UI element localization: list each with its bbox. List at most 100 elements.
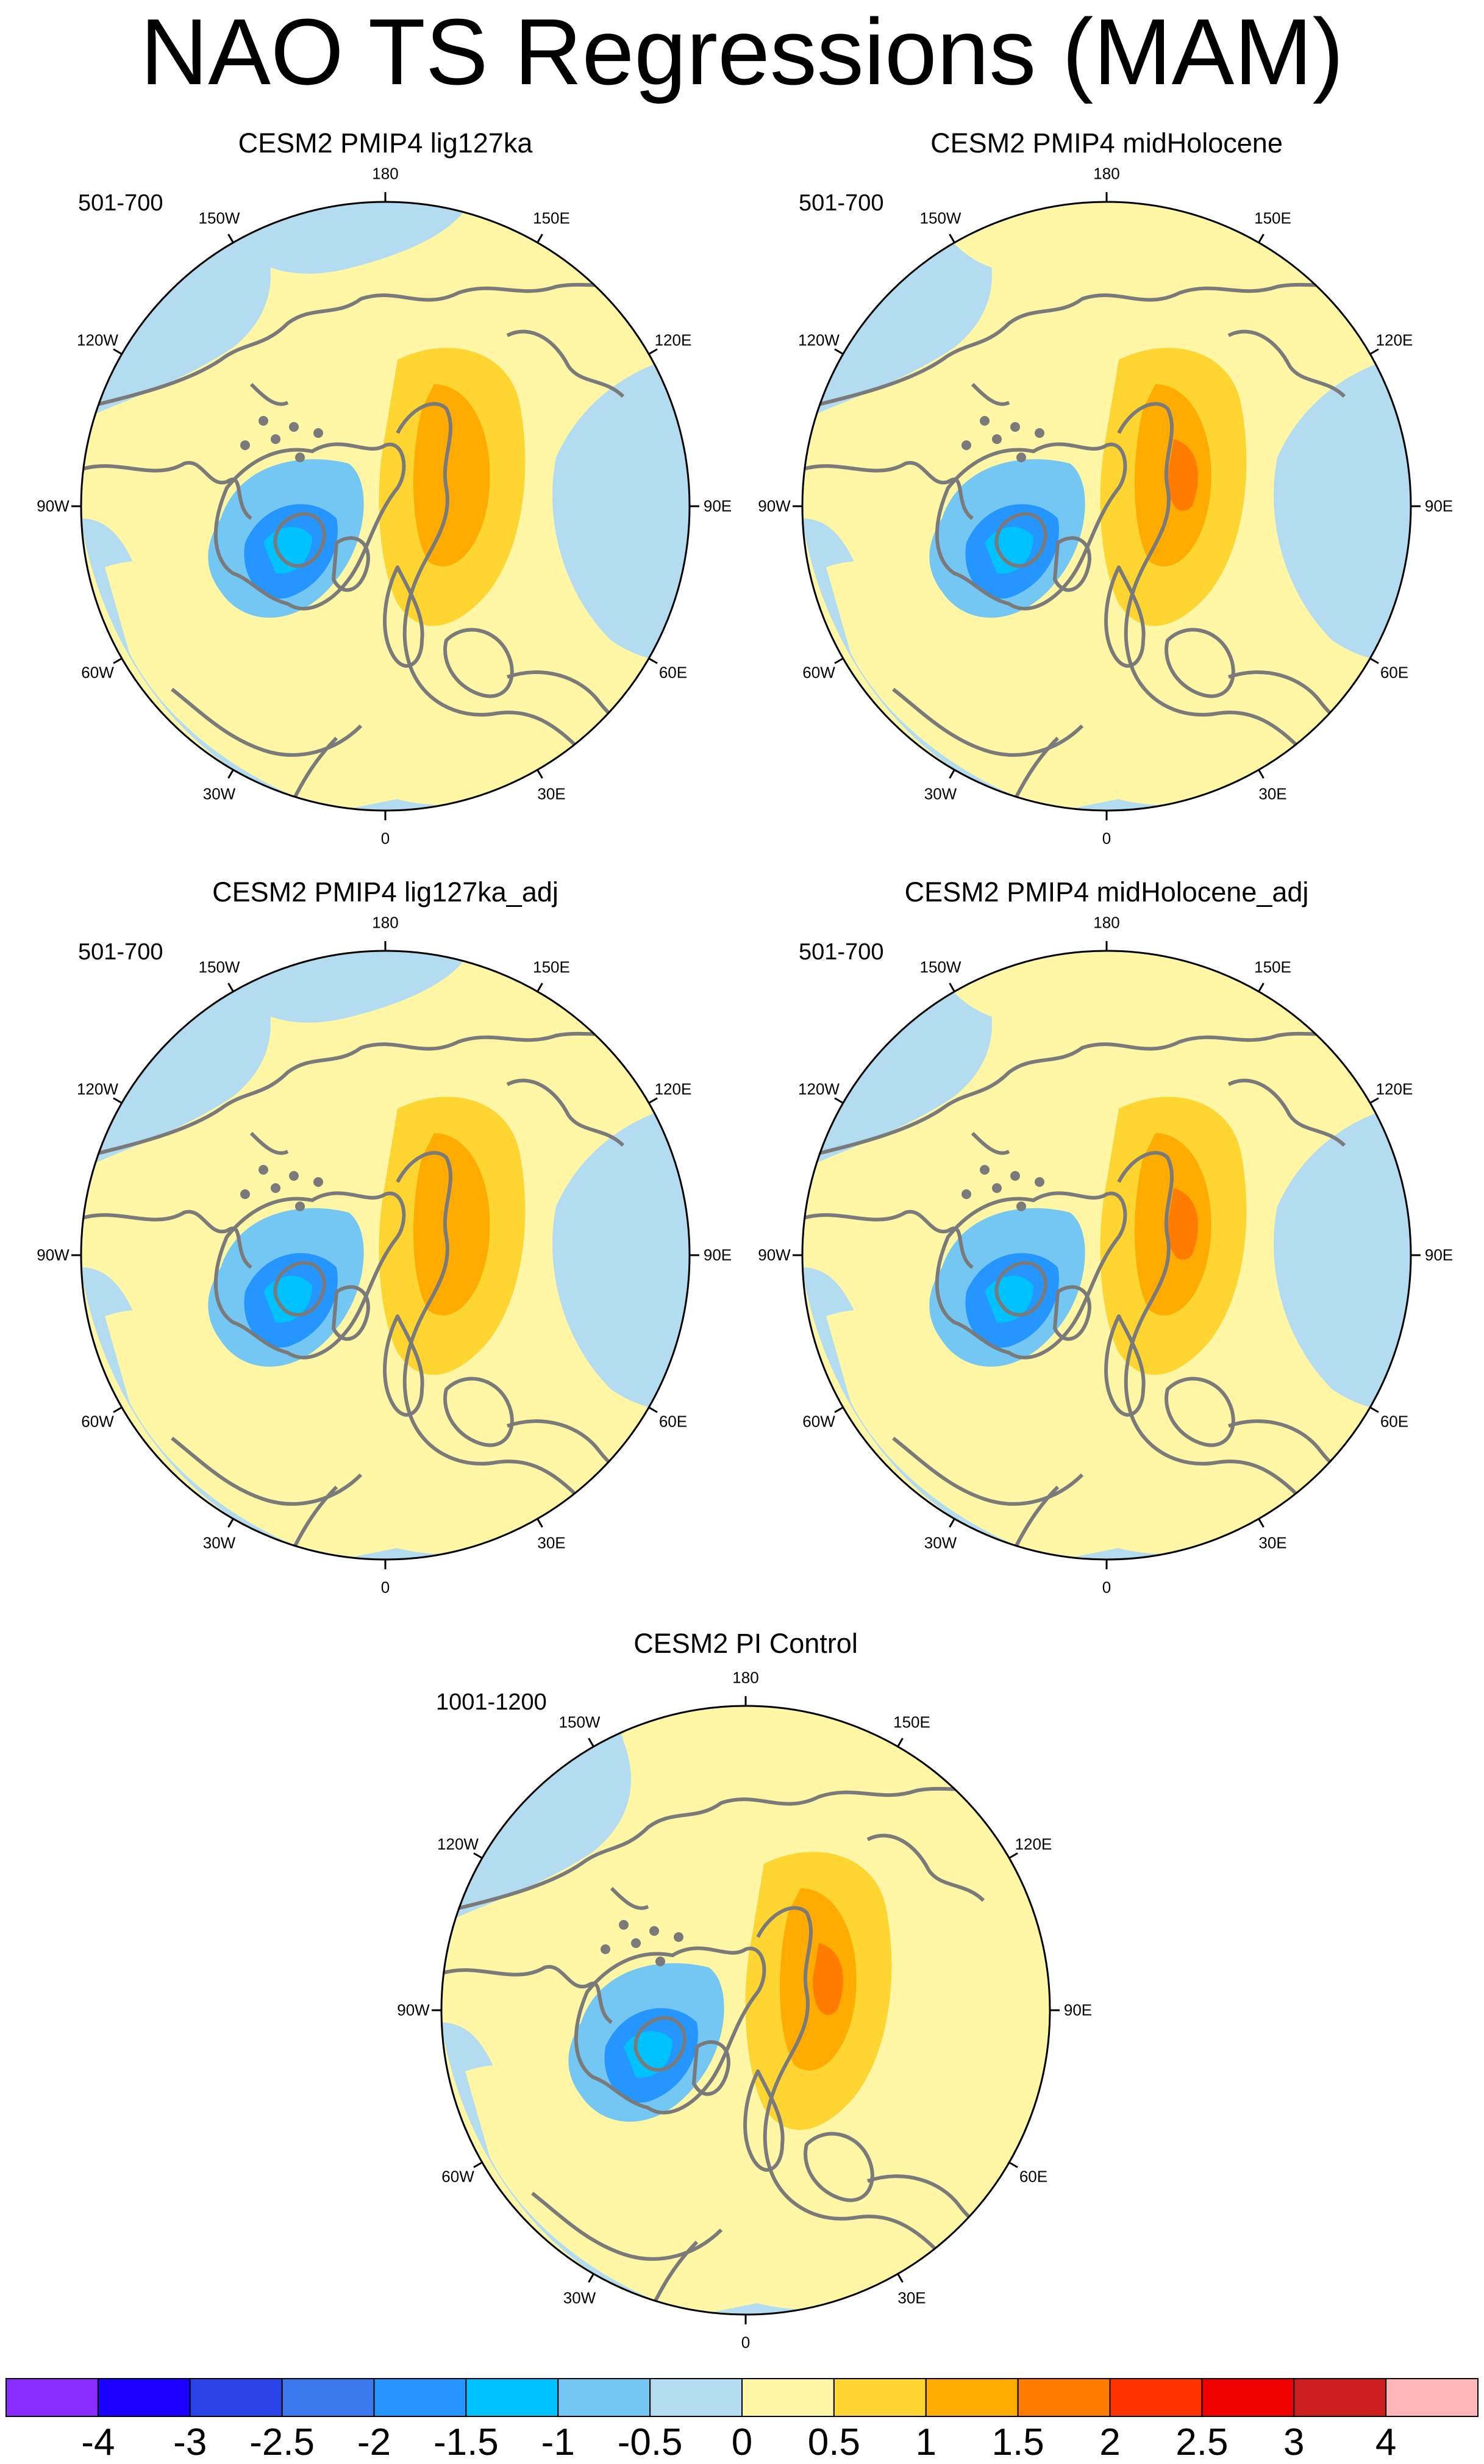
colorbar-swatch <box>1109 2378 1203 2417</box>
longitude-label: 90E <box>703 1245 732 1264</box>
longitude-label: 120E <box>1375 1080 1413 1098</box>
lon-tick <box>649 1406 658 1413</box>
lon-tick <box>949 234 955 243</box>
island <box>674 1932 683 1942</box>
longitude-label: 0 <box>1102 1578 1111 1597</box>
longitude-label: 60E <box>1380 663 1409 681</box>
negative-region <box>1274 354 1411 661</box>
longitude-label: 150W <box>919 958 961 976</box>
longitude-label: 120E <box>654 331 692 349</box>
colorbar-tick-label: -4 <box>81 2421 115 2463</box>
lon-tick <box>537 1519 543 1528</box>
longitude-label: 150W <box>198 209 240 227</box>
panel-title: CESM2 PI Control <box>633 1628 858 1659</box>
longitude-label: 120E <box>654 1080 692 1098</box>
lon-tick <box>537 770 543 779</box>
colorbar-swatch <box>649 2378 743 2417</box>
lon-tick <box>588 1738 594 1747</box>
negative-region <box>552 354 690 661</box>
colorbar-tick-label: -0.5 <box>617 2421 683 2463</box>
island <box>1010 1171 1020 1181</box>
polar-map <box>71 192 699 820</box>
coastlines <box>802 273 1400 811</box>
island <box>313 1177 323 1187</box>
longitude-label: 90E <box>1063 2000 1093 2019</box>
island <box>655 1957 665 1966</box>
period-label: 501-700 <box>799 939 884 965</box>
lon-tick <box>1009 2161 1018 2168</box>
island <box>961 1189 971 1199</box>
longitude-label: 90W <box>758 1245 791 1264</box>
longitude-label: 180 <box>372 913 399 932</box>
coastlines <box>80 1022 679 1560</box>
island <box>240 440 250 450</box>
lon-tick <box>1370 1097 1379 1104</box>
longitude-label: 120W <box>77 331 118 349</box>
island <box>601 1944 610 1954</box>
lon-tick <box>1009 1852 1018 1859</box>
colorbar-swatch <box>833 2378 927 2417</box>
colorbar-swatch <box>1385 2378 1479 2417</box>
lon-tick <box>473 1852 482 1859</box>
longitude-label: 30E <box>1258 784 1287 803</box>
period-label: 501-700 <box>78 190 163 216</box>
colorbar-tick-label: 0 <box>731 2421 753 2463</box>
longitude-label: 30W <box>924 1533 957 1552</box>
island <box>295 1202 305 1211</box>
period-label: 501-700 <box>78 939 163 965</box>
negative-region <box>913 1858 1051 2165</box>
island <box>295 453 305 462</box>
longitude-label: 90W <box>37 1245 70 1264</box>
longitude-label: 150E <box>1254 958 1291 976</box>
longitude-label: 150W <box>558 1713 601 1732</box>
longitude-label: 150E <box>533 209 570 227</box>
longitude-label: 90E <box>703 496 732 515</box>
lon-tick <box>537 234 543 243</box>
map-border <box>80 950 691 1561</box>
island <box>1035 1177 1044 1187</box>
longitude-label: 120W <box>798 331 840 349</box>
polar-map <box>793 941 1421 1569</box>
longitude-label: 120W <box>77 1080 118 1098</box>
lon-tick <box>227 770 234 779</box>
colorbar-tick-label: -2 <box>357 2421 391 2463</box>
colorbar-tick-label: 2 <box>1099 2421 1121 2463</box>
island <box>289 422 299 432</box>
longitude-label: 120E <box>1375 331 1413 349</box>
positive-core <box>813 1943 843 2015</box>
colorbar-tick-label: 0.5 <box>807 2421 860 2463</box>
map-border <box>440 1705 1051 2316</box>
colorbar-swatch <box>1201 2378 1295 2417</box>
longitude-label: 120W <box>798 1080 840 1098</box>
longitude-label: 150W <box>198 958 240 976</box>
island <box>992 1183 1002 1193</box>
longitude-label: 60E <box>1019 2167 1048 2185</box>
island <box>271 1183 280 1193</box>
longitude-label: 60W <box>81 1412 114 1430</box>
polar-map <box>71 941 699 1569</box>
longitude-label: 60E <box>1380 1412 1409 1430</box>
island <box>259 416 268 426</box>
longitude-label: 60E <box>658 1412 688 1430</box>
positive-core <box>413 1133 490 1316</box>
colorbar-swatch <box>5 2378 99 2417</box>
lon-tick <box>537 983 543 992</box>
colorbar-tick-label: -1 <box>541 2421 575 2463</box>
lon-tick <box>1258 770 1265 779</box>
longitude-label: 60W <box>441 2167 474 2185</box>
longitude-label: 150E <box>893 1713 930 1732</box>
longitude-label: 60E <box>658 663 688 681</box>
lon-tick <box>1370 348 1379 355</box>
longitude-label: 180 <box>372 164 399 183</box>
map-border <box>801 201 1412 812</box>
island <box>240 1189 250 1199</box>
lon-tick <box>227 983 234 992</box>
island <box>980 416 990 426</box>
lon-tick <box>649 348 658 355</box>
coastlines <box>802 1022 1400 1560</box>
longitude-label: 0 <box>741 2333 751 2352</box>
colorbar-swatch <box>373 2378 467 2417</box>
island <box>992 434 1002 444</box>
lon-tick <box>588 2274 594 2283</box>
colorbar-swatch <box>281 2378 375 2417</box>
